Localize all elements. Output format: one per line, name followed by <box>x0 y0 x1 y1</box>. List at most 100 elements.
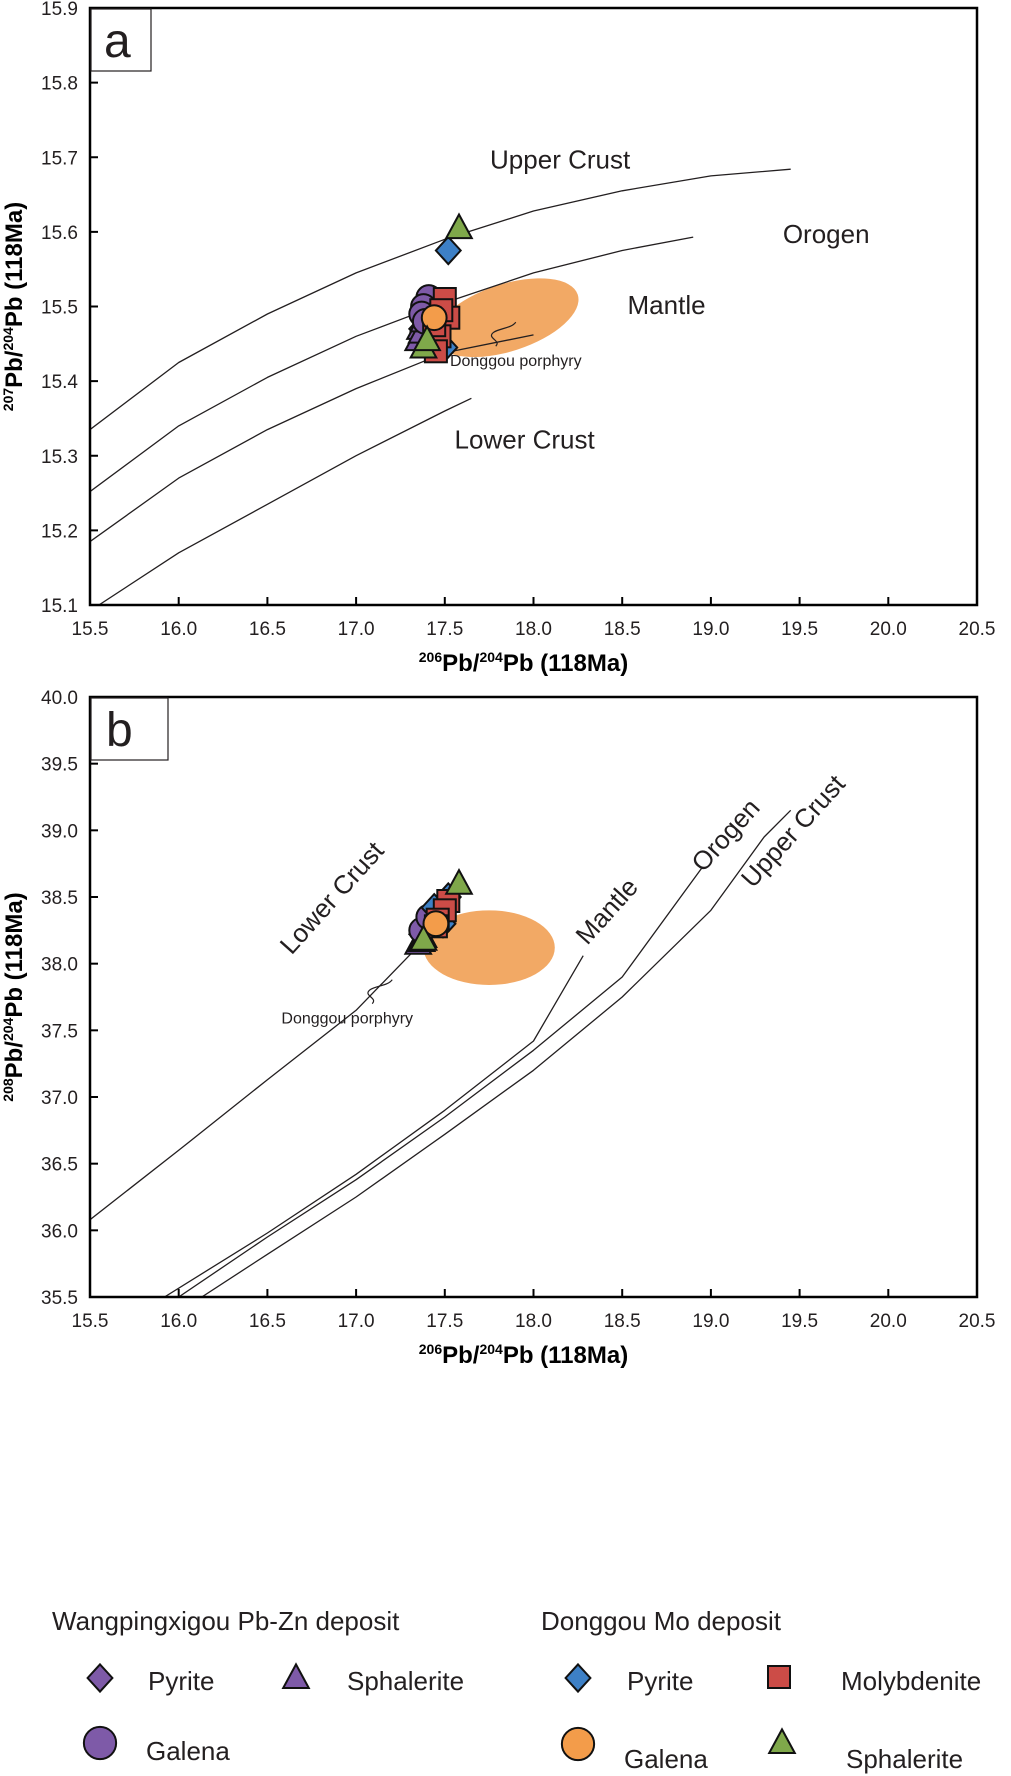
legend-marker-circle <box>82 1725 118 1761</box>
x-tick-label: 17.0 <box>338 1311 375 1332</box>
y-tick-label: 15.2 <box>41 521 78 542</box>
x-tick-label: 15.5 <box>72 1311 109 1332</box>
x-tick-label: 19.5 <box>781 1311 818 1332</box>
legend-label: Molybdenite <box>841 1666 981 1696</box>
legend-marker-diamond <box>564 1662 592 1694</box>
y-tick-label: 40.0 <box>41 688 78 709</box>
y-tick-label: 38.5 <box>41 888 78 909</box>
legend-marker-circle <box>560 1726 596 1762</box>
x-tick-label: 17.5 <box>426 619 463 640</box>
x-tick-label: 20.5 <box>959 1311 996 1332</box>
legend-marker-triangle <box>281 1662 311 1689</box>
region-label-lower-crust: Lower Crust <box>274 835 391 960</box>
y-tick-label: 15.7 <box>41 148 78 169</box>
y-tick-label: 15.4 <box>41 372 78 393</box>
legend: Wangpingxigou Pb-Zn deposit Donggou Mo d… <box>52 1606 981 1774</box>
x-tick-label: 16.5 <box>249 1311 286 1332</box>
y-tick-label: 15.5 <box>41 298 78 319</box>
x-tick-label: 20.0 <box>870 1311 907 1332</box>
legend-item-wpx-sphalerite: Sphalerite <box>281 1662 464 1696</box>
x-tick-label: 19.0 <box>692 1311 729 1332</box>
y-tick-label: 35.5 <box>41 1288 78 1309</box>
x-tick-label: 18.0 <box>515 619 552 640</box>
y-tick-label: 36.5 <box>41 1155 78 1176</box>
legend-group-title-donggou: Donggou Mo deposit <box>541 1606 782 1636</box>
curve-upper-crust <box>201 809 792 1297</box>
donggou-porphyry-field-a: Donggou porphyry <box>435 278 582 370</box>
panel-b: Donggou porphyry 15.5 16.0 16.5 17.0 17.5 18.… <box>0 688 995 1369</box>
region-label-upper-crust: Upper Crust <box>490 144 631 174</box>
x-tick-label: 20.5 <box>959 619 996 640</box>
x-tick-label: 18.5 <box>604 619 641 640</box>
data-points-b <box>403 868 474 955</box>
x-ticks-a: 15.5 16.0 16.5 17.0 17.5 18.0 18.5 19.0 19.5 20.0… <box>72 597 996 640</box>
x-tick-label: 15.5 <box>72 619 109 640</box>
x-tick-label: 16.0 <box>160 1311 197 1332</box>
region-label-orogen: Orogen <box>783 219 870 249</box>
legend-label: Pyrite <box>627 1666 693 1696</box>
x-tick-label: 20.0 <box>870 619 907 640</box>
y-tick-label: 39.5 <box>41 755 78 776</box>
y-tick-label: 38.0 <box>41 955 78 976</box>
y-axis-title-a: 207Pb/204Pb (118Ma) <box>0 202 28 411</box>
x-tick-label: 19.0 <box>692 619 729 640</box>
legend-item-dg-pyrite: Pyrite <box>564 1662 693 1696</box>
curve-mantle <box>90 334 534 543</box>
x-tick-label: 16.0 <box>160 619 197 640</box>
x-tick-label: 18.5 <box>604 1311 641 1332</box>
region-label-upper-crust: Upper Crust <box>735 768 852 893</box>
reference-curves-a <box>90 168 791 605</box>
field-label: Donggou porphyry <box>450 353 582 370</box>
legend-marker-triangle <box>767 1727 797 1754</box>
legend-label: Sphalerite <box>347 1666 464 1696</box>
y-tick-label: 39.0 <box>41 821 78 842</box>
region-labels-a: Upper Crust Orogen Mantle Lower Crust <box>455 144 870 454</box>
x-ticks-b: 15.5 16.0 16.5 17.0 17.5 18.0 18.5 19.0 19.5 20.0… <box>72 1289 996 1332</box>
donggou-porphyry-field-b: Donggou porphyry <box>281 910 555 1028</box>
panel-letter-a: a <box>90 8 152 72</box>
region-label-mantle: Mantle <box>628 290 706 320</box>
curve-lower-crust <box>90 945 419 1221</box>
legend-group-title-wangpingxigou: Wangpingxigou Pb-Zn deposit <box>52 1606 400 1636</box>
x-tick-label: 17.5 <box>426 1311 463 1332</box>
y-tick-label: 37.0 <box>41 1088 78 1109</box>
legend-item-dg-galena: Galena <box>560 1726 708 1774</box>
y-tick-label: 15.6 <box>41 223 78 244</box>
legend-label: Pyrite <box>148 1666 214 1696</box>
y-tick-label: 15.3 <box>41 447 78 468</box>
x-axis-title-a: 206Pb/204Pb (118Ma) <box>419 649 628 677</box>
reference-curves-b <box>90 809 792 1297</box>
legend-item-dg-sphalerite: Sphalerite <box>767 1727 963 1774</box>
legend-item-wpx-pyrite: Pyrite <box>86 1662 214 1696</box>
region-label-lower-crust: Lower Crust <box>455 424 596 454</box>
field-leader-line <box>367 979 393 1005</box>
y-tick-label: 15.1 <box>41 596 78 617</box>
curve-orogen <box>178 867 703 1297</box>
y-tick-label: 15.9 <box>41 0 78 20</box>
x-axis-title-b: 206Pb/204Pb (118Ma) <box>419 1341 628 1369</box>
donggou-porphyry-ellipse <box>423 910 555 986</box>
donggou-porphyry-ellipse <box>435 278 579 358</box>
point-donggou-sphalerite <box>412 324 442 352</box>
y-tick-label: 15.8 <box>41 74 78 95</box>
x-tick-label: 17.0 <box>338 619 375 640</box>
point-donggou-pyrite <box>434 235 463 266</box>
legend-label: Sphalerite <box>846 1744 963 1774</box>
legend-label: Galena <box>146 1736 230 1766</box>
point-donggou-sphalerite <box>409 924 438 951</box>
y-tick-label: 36.0 <box>41 1221 78 1242</box>
data-points-a <box>403 212 474 364</box>
curve-orogen <box>90 236 694 493</box>
legend-label: Galena <box>624 1744 708 1774</box>
region-label-mantle: Mantle <box>569 872 644 950</box>
point-donggou-sphalerite <box>444 212 474 240</box>
x-tick-label: 18.0 <box>515 1311 552 1332</box>
point-donggou-galena <box>420 304 448 332</box>
panel-letter-b: b <box>90 697 169 761</box>
x-tick-label: 19.5 <box>781 619 818 640</box>
point-donggou-sphalerite <box>444 868 474 895</box>
x-tick-label: 16.5 <box>249 619 286 640</box>
curve-lower-crust <box>98 397 472 605</box>
